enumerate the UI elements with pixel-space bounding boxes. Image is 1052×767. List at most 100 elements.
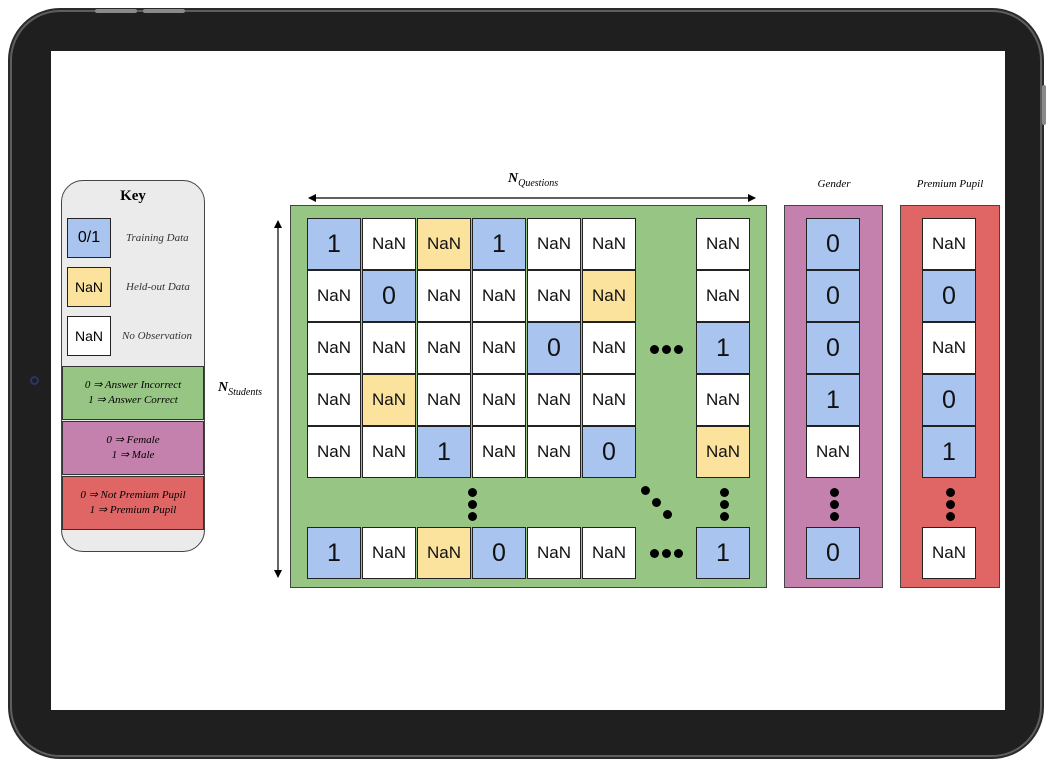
matrix-cell: NaN	[582, 270, 636, 322]
matrix-cell: NaN	[472, 374, 526, 426]
matrix-cell: NaN	[307, 426, 361, 478]
matrix-cell: NaN	[696, 218, 750, 270]
matrix-cell: NaN	[417, 322, 471, 374]
premium-cell: NaN	[922, 218, 976, 270]
students-axis-n: N	[218, 380, 229, 395]
matrix-cell: 0	[362, 270, 416, 322]
vertical-ellipsis-dot	[829, 487, 839, 497]
premium-cell: NaN	[922, 322, 976, 374]
premium-cell: 1	[922, 426, 976, 478]
matrix-cell: NaN	[307, 322, 361, 374]
matrix-cell: 1	[307, 218, 361, 270]
gender-title: Gender	[817, 178, 851, 190]
vertical-ellipsis-dot	[719, 511, 729, 521]
matrix-cell: NaN	[527, 270, 581, 322]
matrix-cell: NaN	[527, 527, 581, 579]
vertical-ellipsis-dot	[945, 511, 955, 521]
matrix-cell: NaN	[527, 218, 581, 270]
matrix-cell: NaN	[417, 527, 471, 579]
horizontal-ellipsis-dot	[673, 548, 683, 558]
premium-legend-line2: 1 ⇒ Premium Pupil	[89, 504, 177, 516]
matrix-cell: 1	[472, 218, 526, 270]
answer-legend: 0 ⇒ Answer Incorrect 1 ⇒ Answer Correct	[62, 366, 204, 420]
vertical-ellipsis-dot	[945, 487, 955, 497]
gender-cell: 0	[806, 527, 860, 579]
matrix-cell: 0	[472, 527, 526, 579]
questions-axis-sub: Questions	[518, 177, 559, 189]
gender-legend: 0 ⇒ Female 1 ⇒ Male	[62, 421, 204, 475]
matrix-cell: 0	[582, 426, 636, 478]
premium-legend: 0 ⇒ Not Premium Pupil 1 ⇒ Premium Pupil	[62, 476, 204, 530]
horizontal-ellipsis-dot	[661, 548, 671, 558]
key-noobs-label: No Observation	[122, 330, 192, 342]
answer-legend-line1: 0 ⇒ Answer Incorrect	[84, 379, 182, 391]
matrix-cell: NaN	[417, 218, 471, 270]
gender-cell: 0	[806, 322, 860, 374]
gender-cell: 0	[806, 270, 860, 322]
matrix-cell: NaN	[582, 527, 636, 579]
top-button-2	[143, 9, 185, 13]
diagonal-ellipsis-dot	[640, 485, 650, 495]
gender-legend-line1: 0 ⇒ Female	[106, 434, 160, 446]
questions-axis-n: N	[508, 171, 519, 186]
premium-legend-line1: 0 ⇒ Not Premium Pupil	[80, 489, 186, 501]
key-heldout-label: Held-out Data	[126, 281, 190, 293]
matrix-cell: 1	[417, 426, 471, 478]
horizontal-ellipsis-dot	[673, 344, 683, 354]
vertical-ellipsis-dot	[467, 499, 477, 509]
matrix-cell: NaN	[417, 270, 471, 322]
matrix-cell: NaN	[362, 426, 416, 478]
matrix-cell: NaN	[582, 218, 636, 270]
diagonal-ellipsis-dot	[651, 497, 661, 507]
camera-icon	[30, 376, 39, 385]
premium-cell: 0	[922, 374, 976, 426]
matrix-cell: NaN	[472, 270, 526, 322]
vertical-ellipsis-dot	[719, 499, 729, 509]
matrix-cell: NaN	[307, 374, 361, 426]
vertical-ellipsis-dot	[467, 487, 477, 497]
matrix-cell: 1	[307, 527, 361, 579]
matrix-cell: NaN	[527, 426, 581, 478]
matrix-cell: NaN	[696, 270, 750, 322]
key-title: Key	[120, 188, 146, 204]
key-training-box: 0/1	[67, 218, 111, 258]
matrix-cell: NaN	[417, 374, 471, 426]
matrix-cell: NaN	[362, 322, 416, 374]
gender-legend-line2: 1 ⇒ Male	[111, 449, 155, 461]
answer-legend-line2: 1 ⇒ Answer Correct	[88, 394, 178, 406]
side-button	[1042, 85, 1046, 125]
matrix-cell: 1	[696, 322, 750, 374]
matrix-cell: NaN	[362, 374, 416, 426]
vertical-ellipsis-dot	[829, 499, 839, 509]
top-button-1	[95, 9, 137, 13]
matrix-cell: NaN	[696, 374, 750, 426]
horizontal-ellipsis-dot	[661, 344, 671, 354]
vertical-ellipsis-dot	[945, 499, 955, 509]
students-axis-label: NStudents	[218, 380, 262, 398]
premium-title: Premium Pupil	[916, 178, 984, 190]
key-noobs-box: NaN	[67, 316, 111, 356]
matrix-cell: NaN	[696, 426, 750, 478]
matrix-cell: 0	[527, 322, 581, 374]
key-heldout-box: NaN	[67, 267, 111, 307]
diagonal-ellipsis-dot	[662, 509, 672, 519]
gender-cell: 1	[806, 374, 860, 426]
gender-cell: NaN	[806, 426, 860, 478]
matrix-cell: 1	[696, 527, 750, 579]
questions-axis-label: NQuestions	[508, 171, 558, 189]
matrix-cell: NaN	[362, 218, 416, 270]
vertical-ellipsis-dot	[829, 511, 839, 521]
students-axis-sub: Students	[228, 386, 263, 398]
matrix-cell: NaN	[362, 527, 416, 579]
vertical-ellipsis-dot	[467, 511, 477, 521]
horizontal-ellipsis-dot	[649, 548, 659, 558]
matrix-cell: NaN	[472, 322, 526, 374]
vertical-ellipsis-dot	[719, 487, 729, 497]
matrix-cell: NaN	[472, 426, 526, 478]
matrix-cell: NaN	[582, 374, 636, 426]
matrix-cell: NaN	[307, 270, 361, 322]
matrix-cell: NaN	[582, 322, 636, 374]
gender-cell: 0	[806, 218, 860, 270]
key-training-label: Training Data	[126, 232, 189, 244]
